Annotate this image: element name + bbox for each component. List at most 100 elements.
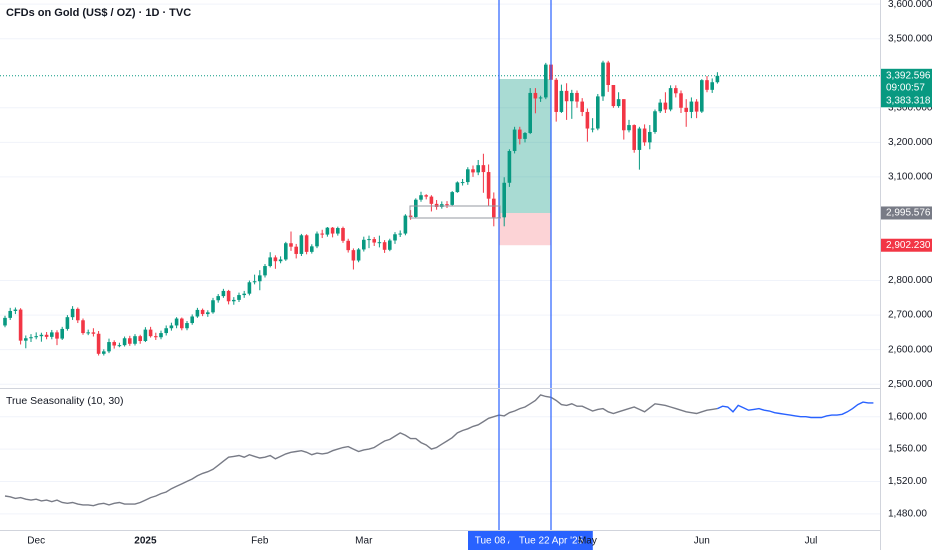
y-tick-label: 3,500.000 [888, 33, 932, 44]
candle-body [320, 233, 324, 235]
candle-body [143, 329, 148, 342]
candle-body [284, 243, 288, 260]
candle-body [18, 309, 23, 341]
candle-body [60, 328, 64, 339]
candle-body [96, 333, 101, 354]
candle-body [154, 336, 158, 338]
candle-body [460, 182, 465, 184]
candle-body [34, 336, 38, 338]
candle-body [112, 342, 116, 346]
candle-body [710, 82, 714, 90]
candle-body [263, 266, 267, 276]
candle-body [180, 318, 184, 329]
candle-body [414, 199, 418, 217]
candle-body [70, 308, 75, 318]
candle-body [330, 227, 335, 234]
candle-body [122, 338, 127, 346]
candle-body [226, 290, 231, 302]
candle-body [304, 235, 309, 252]
candle-body [164, 328, 168, 334]
candle-body [424, 195, 428, 197]
candle-body [289, 243, 293, 247]
candle-body [382, 242, 387, 250]
candle-body [44, 334, 49, 337]
candle-body [268, 257, 272, 267]
candle-body [512, 129, 517, 151]
candle-body [138, 336, 142, 342]
candle-body [50, 332, 54, 337]
stop-label: 2,902.230 [886, 240, 931, 251]
candle-body [632, 125, 636, 150]
x-tick-label: Jul [805, 536, 818, 547]
y2-tick-label: 1,520.00 [888, 476, 927, 487]
y-tick-label: 3,200.000 [888, 137, 932, 148]
candle-body [492, 198, 496, 218]
candle-body [611, 84, 616, 107]
candle-body [585, 111, 590, 129]
x-tick-label: Jun [694, 536, 710, 547]
candle-body [570, 92, 574, 102]
candle-body [346, 240, 350, 251]
candle-body [206, 312, 210, 315]
candle-body [76, 308, 80, 321]
candle-body [653, 111, 657, 132]
x-tick-label: 2025 [134, 536, 157, 547]
candle-body [211, 300, 215, 313]
candle-body [403, 215, 408, 234]
candle-body [637, 128, 642, 150]
candle-body [388, 240, 392, 250]
candle-body [694, 101, 699, 112]
price-label-bg [881, 238, 932, 252]
y-tick-label: 2,700.000 [888, 310, 932, 321]
candle-body [91, 332, 96, 334]
candle-body [445, 204, 449, 206]
last-price-label: 3,392.596 [886, 70, 931, 81]
candle-body [174, 318, 179, 326]
candle-body [29, 337, 33, 339]
candle-body [362, 239, 366, 250]
x-tick-label: May [578, 536, 597, 547]
loss-zone [499, 212, 551, 246]
candle-body [606, 62, 610, 85]
drawn-rectangle [409, 205, 501, 219]
x-tick-label: Dec [27, 536, 45, 547]
candle-body [278, 259, 283, 262]
candle-body [159, 333, 163, 338]
candle-body [336, 228, 340, 234]
indicator-title: True Seasonality (10, 30) [6, 395, 124, 407]
candle-body [705, 80, 709, 90]
candle-body [200, 309, 205, 315]
candle-body [3, 317, 7, 326]
x-tick-label: Mar [355, 536, 373, 547]
y2-tick-label: 1,480.00 [888, 508, 927, 519]
candle-body [544, 64, 548, 98]
candle-body [523, 133, 527, 139]
candle-body [367, 239, 371, 241]
price-label-bg [881, 94, 932, 108]
candle-body [221, 290, 226, 297]
candle-body [294, 246, 298, 254]
candle-body [429, 196, 434, 204]
candle-body [252, 281, 257, 283]
candle-body [102, 351, 106, 354]
candle-body [299, 235, 304, 254]
candle-body [642, 128, 647, 143]
candle-body [674, 88, 678, 94]
axis-layer: 2,500.000 2,600.000 2,700.000 2,800.000 3,10… [27, 0, 932, 550]
candle-body [616, 99, 621, 107]
candle-body [117, 345, 122, 347]
candle-body [627, 125, 631, 131]
candle-body [169, 325, 174, 329]
candle-body [689, 101, 694, 112]
candle-body [554, 79, 558, 112]
candle-body [107, 342, 111, 352]
candle-body [190, 316, 194, 324]
candle-body [663, 102, 668, 110]
candle-body [258, 275, 262, 282]
candle-body [13, 309, 18, 311]
candle-body [372, 239, 376, 243]
price-label-bg [881, 68, 932, 95]
